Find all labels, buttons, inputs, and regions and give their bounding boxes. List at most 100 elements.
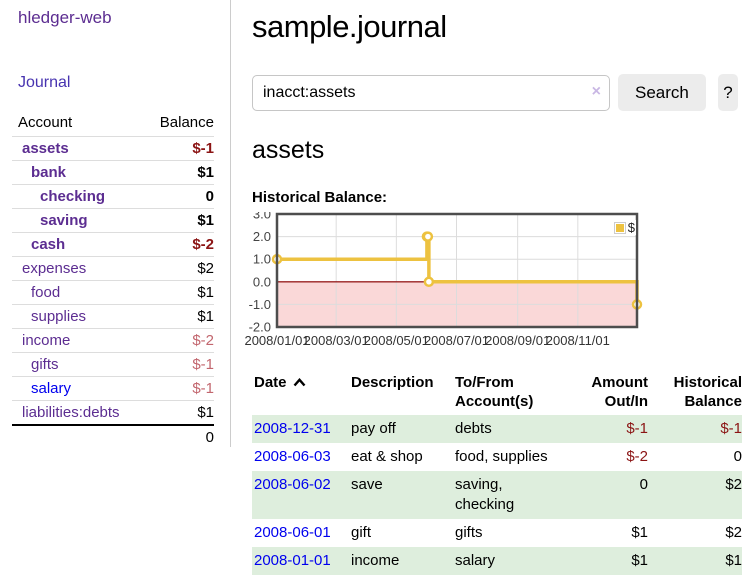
account-balance: $-2 xyxy=(141,232,214,257)
account-balance: $1 xyxy=(141,208,214,233)
accounts-header-balance: Balance xyxy=(159,114,214,131)
transaction-accounts: salary xyxy=(455,552,496,569)
search-box: × xyxy=(252,74,610,111)
transaction-date-link[interactable]: 2008-01-01 xyxy=(254,552,331,569)
account-link-checking[interactable]: checking xyxy=(40,188,106,205)
transaction-description: save xyxy=(351,476,383,493)
svg-text:1.0: 1.0 xyxy=(253,252,271,267)
svg-text:3.0: 3.0 xyxy=(253,212,271,222)
transaction-date-link[interactable]: 2008-06-03 xyxy=(254,448,331,465)
help-button[interactable]: ? xyxy=(717,74,738,111)
account-row-gifts: gifts $-1 xyxy=(12,352,214,377)
legend-label: $ xyxy=(627,220,635,235)
transaction-amount: $1 xyxy=(631,552,648,569)
account-link-expenses[interactable]: expenses xyxy=(22,260,87,277)
account-row-assets: assets $-1 xyxy=(12,136,214,161)
main-content: sample.journal × Search ? assets Histori… xyxy=(244,0,742,575)
svg-text:-1.0: -1.0 xyxy=(249,297,271,312)
chart-title: Historical Balance: xyxy=(252,189,388,206)
account-row-income: income $-2 xyxy=(12,328,214,353)
account-link-food[interactable]: food xyxy=(31,284,61,301)
svg-text:0.0: 0.0 xyxy=(253,274,271,289)
transaction-date-link[interactable]: 2008-06-01 xyxy=(254,524,331,541)
account-row-supplies: supplies $1 xyxy=(12,304,214,329)
register-header-date[interactable]: Date xyxy=(252,371,349,415)
sort-ascending-icon xyxy=(293,377,305,387)
account-link-cash[interactable]: cash xyxy=(31,236,66,253)
transaction-description: eat & shop xyxy=(351,448,423,465)
svg-text:2008/05/01: 2008/05/01 xyxy=(364,333,429,348)
svg-text:2008/11/01: 2008/11/01 xyxy=(546,333,610,348)
account-balance: $-1 xyxy=(141,376,214,401)
accounts-header-account: Account xyxy=(18,114,73,131)
transaction-description: gift xyxy=(351,524,372,541)
account-row-cash: cash $-2 xyxy=(12,232,214,257)
transaction-balance: $2 xyxy=(725,476,742,493)
svg-text:2008/09/01: 2008/09/01 xyxy=(485,333,550,348)
search-input[interactable] xyxy=(252,74,610,111)
account-balance: $1 xyxy=(141,160,214,185)
account-row-checking: checking 0 xyxy=(12,184,214,209)
transaction-amount: 0 xyxy=(639,476,648,493)
sidebar: hledger-web Journal Account Balance asse… xyxy=(0,0,231,449)
app-title-link[interactable]: hledger-web xyxy=(18,8,112,27)
transaction-balance: 0 xyxy=(733,448,742,465)
svg-text:2008/03/01: 2008/03/01 xyxy=(304,333,369,348)
transaction-amount: $1 xyxy=(631,524,648,541)
accounts-table: Account Balance assets $-1 bank $1 check… xyxy=(12,111,214,449)
legend-swatch-icon xyxy=(613,221,626,234)
transaction-balance: $2 xyxy=(725,524,742,541)
account-row-salary: salary $-1 xyxy=(12,376,214,401)
register-header-description: Description xyxy=(351,374,434,391)
svg-text:2.0: 2.0 xyxy=(253,229,271,244)
transaction-date-link[interactable]: 2008-12-31 xyxy=(254,420,331,437)
account-link-bank[interactable]: bank xyxy=(31,164,67,181)
account-link-supplies[interactable]: supplies xyxy=(31,308,87,325)
accounts-total-value: 0 xyxy=(141,424,214,449)
transaction-date-link[interactable]: 2008-06-02 xyxy=(254,476,331,493)
accounts-total-row: 0 xyxy=(12,424,214,449)
transaction-balance: $1 xyxy=(725,552,742,569)
register-header-row: Date Description To/From Account(s) Amou… xyxy=(252,371,742,415)
svg-text:-2.0: -2.0 xyxy=(249,320,271,335)
chart-legend: $ xyxy=(612,220,636,235)
transaction-description: pay off xyxy=(351,420,396,437)
register-row: 2008-06-01 gift gifts $1 $2 xyxy=(252,519,742,547)
historical-balance-chart: 3.0 2.0 1.0 0.0 -1.0 -2.0 2008/01/01 2008/03/01… xyxy=(244,207,649,352)
account-link-salary[interactable]: salary xyxy=(31,380,72,397)
sidebar-item-journal[interactable]: Journal xyxy=(18,74,71,91)
account-balance: $1 xyxy=(141,304,214,329)
account-balance: $-2 xyxy=(141,328,214,353)
transaction-balance: $-1 xyxy=(720,420,742,437)
register-row: 2008-01-01 income salary $1 $1 xyxy=(252,547,742,575)
account-link-gifts[interactable]: gifts xyxy=(31,356,59,373)
account-balance: $2 xyxy=(141,256,214,281)
account-balance: $-1 xyxy=(141,352,214,377)
transaction-accounts: food, supplies xyxy=(455,448,548,465)
account-link-income[interactable]: income xyxy=(22,332,71,349)
account-heading: assets xyxy=(252,136,325,164)
register-table: Date Description To/From Account(s) Amou… xyxy=(252,371,742,575)
search-button[interactable]: Search xyxy=(618,74,706,111)
transaction-description: income xyxy=(351,552,400,569)
account-link-liabilities-debts[interactable]: liabilities:debts xyxy=(22,404,120,421)
transaction-accounts: saving, checking xyxy=(455,476,515,513)
page-title: sample.journal xyxy=(252,9,447,44)
clear-search-icon[interactable]: × xyxy=(591,82,601,100)
date-header-label: Date xyxy=(254,374,287,391)
account-balance: $1 xyxy=(141,400,214,425)
account-balance: $1 xyxy=(141,280,214,305)
chart-canvas: 3.0 2.0 1.0 0.0 -1.0 -2.02008/01/012008/03/01… xyxy=(244,207,643,348)
register-header-amount: Amount Out/In xyxy=(591,374,648,410)
transaction-amount: $-2 xyxy=(626,448,648,465)
account-row-expenses: expenses $2 xyxy=(12,256,214,281)
svg-text:2008/01/01: 2008/01/01 xyxy=(245,333,310,348)
register-row: 2008-06-03 eat & shop food, supplies $-2… xyxy=(252,443,742,471)
account-row-food: food $1 xyxy=(12,280,214,305)
account-row-liabilities-debts: liabilities:debts $1 xyxy=(12,400,214,425)
account-link-assets[interactable]: assets xyxy=(22,140,69,157)
transaction-accounts: gifts xyxy=(455,524,483,541)
account-row-bank: bank $1 xyxy=(12,160,214,185)
accounts-table-header: Account Balance xyxy=(12,111,214,137)
account-link-saving[interactable]: saving xyxy=(40,212,88,229)
